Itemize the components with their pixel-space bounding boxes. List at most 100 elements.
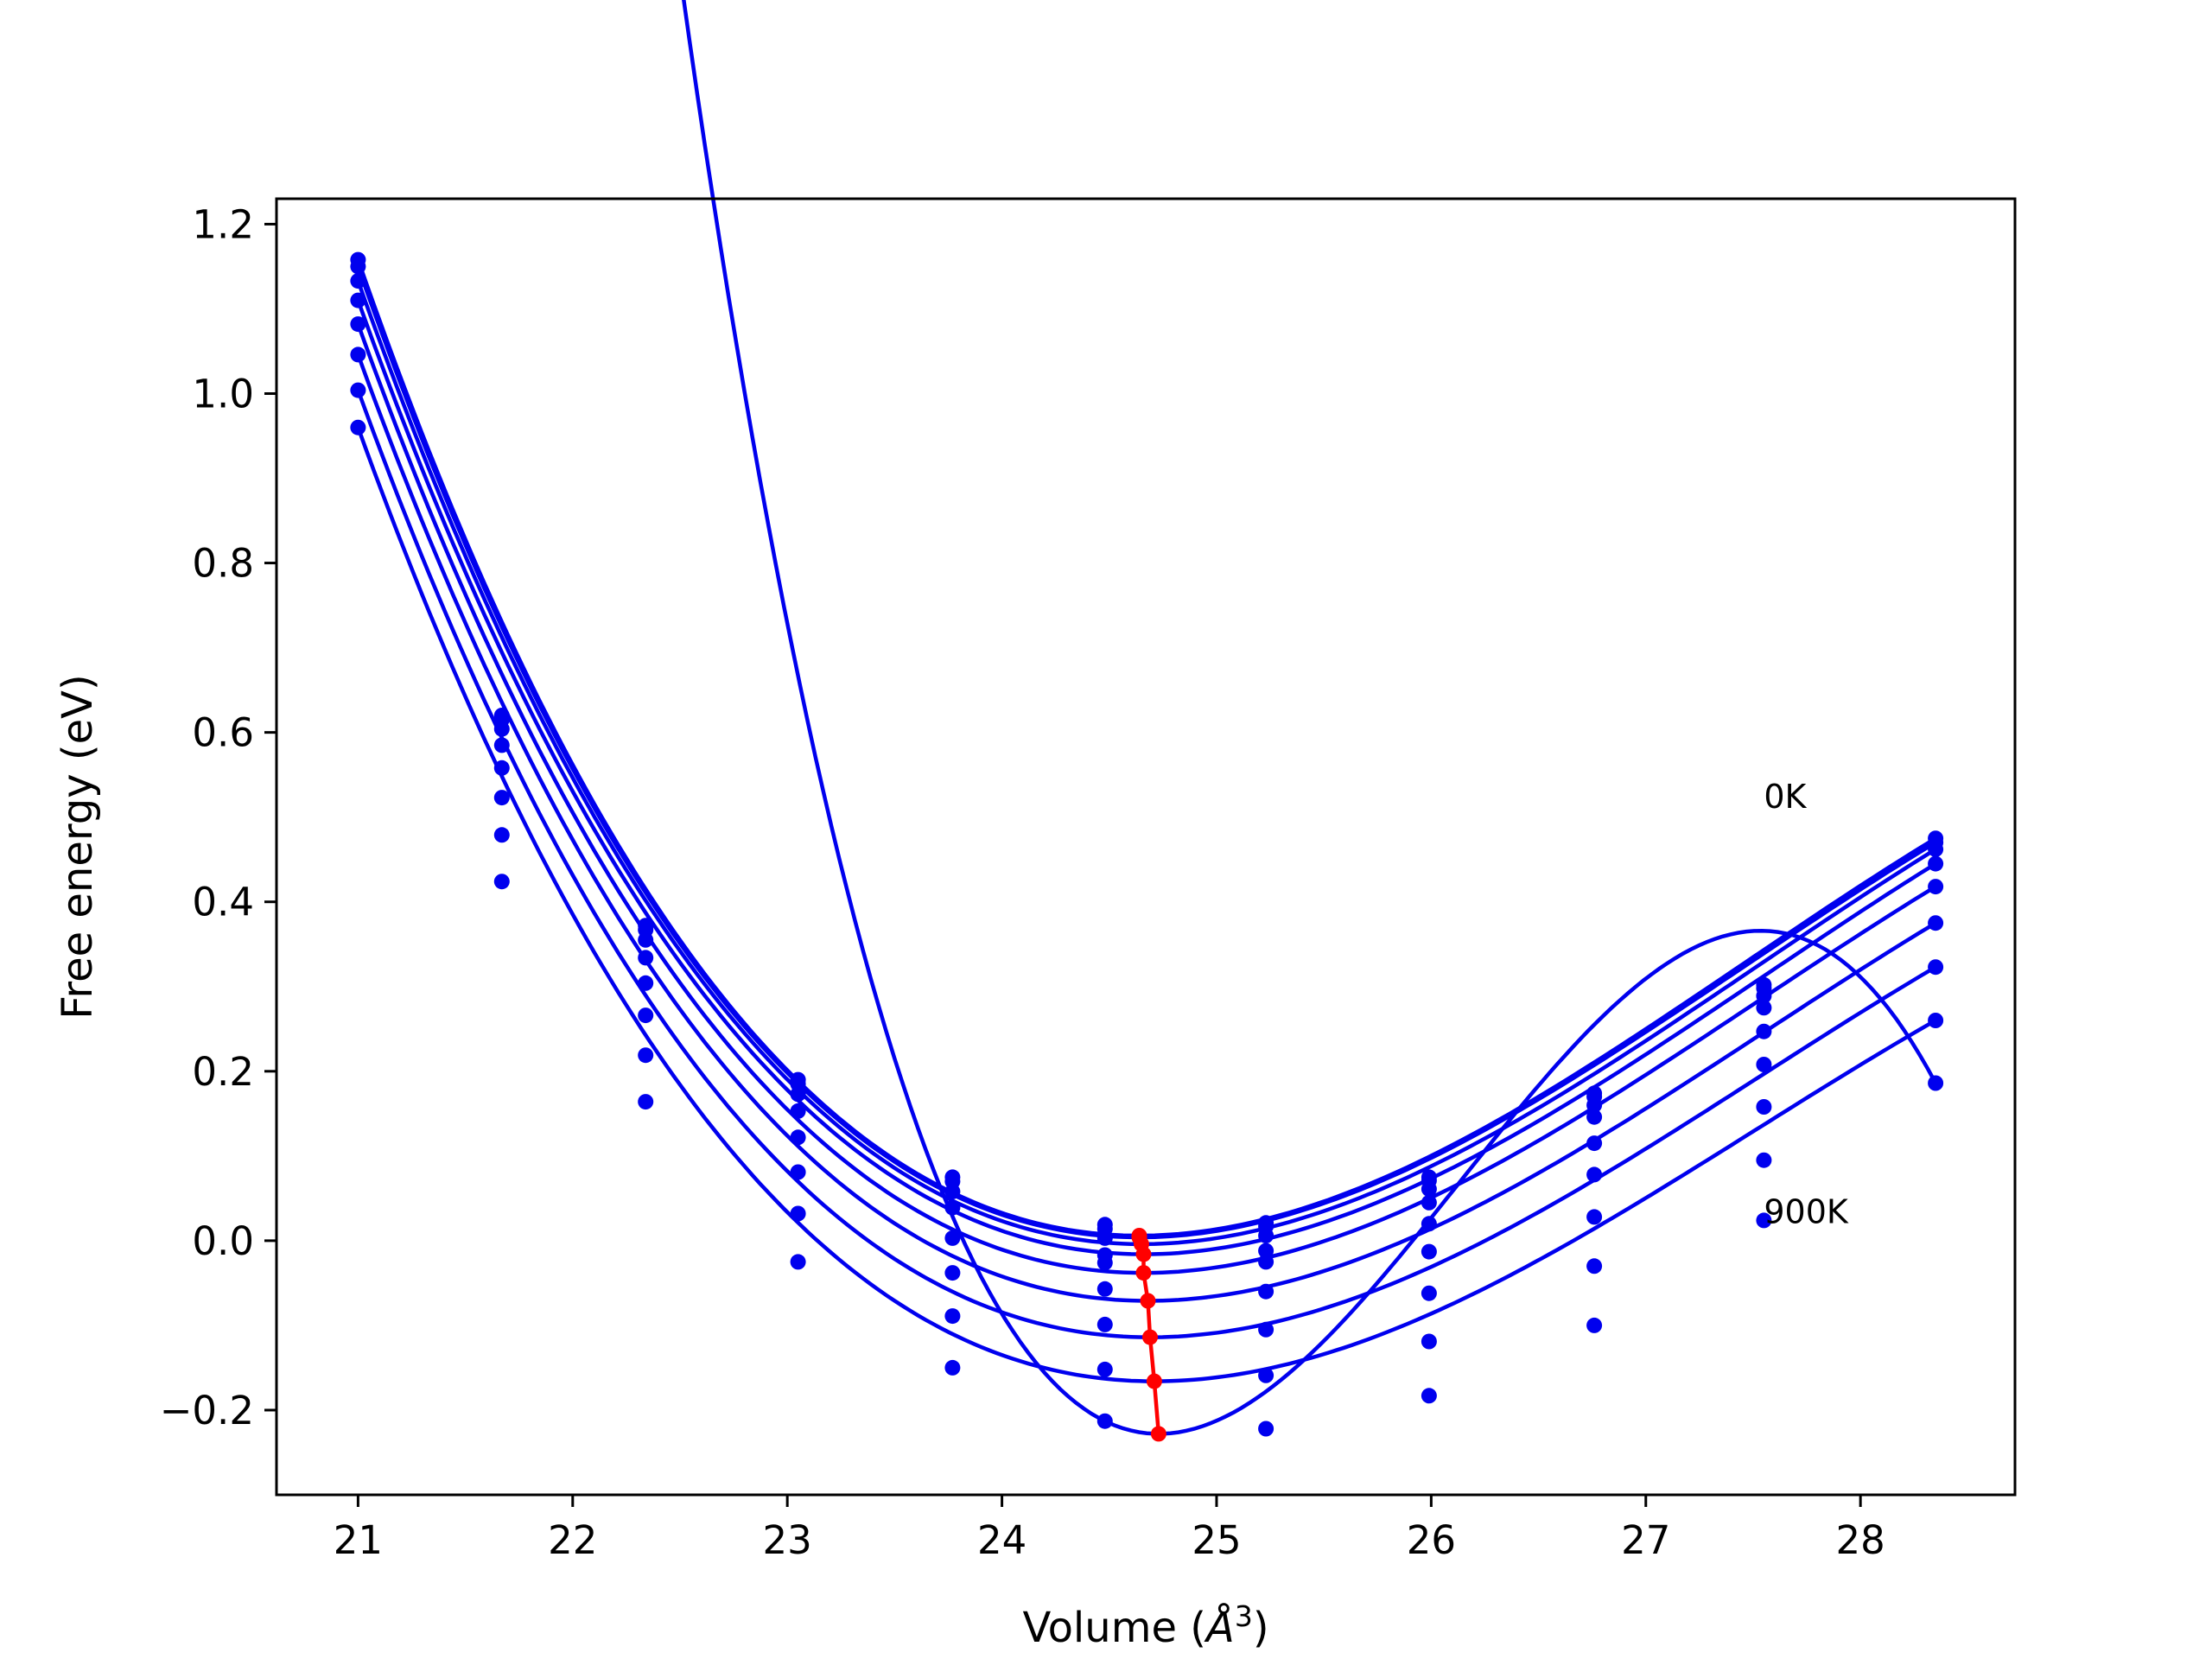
data-point bbox=[1421, 1243, 1437, 1260]
data-point bbox=[1421, 1181, 1437, 1198]
data-point bbox=[1096, 1230, 1113, 1246]
data-point bbox=[493, 721, 510, 737]
y-tick-label: 1.2 bbox=[192, 201, 254, 247]
x-tick-label: 26 bbox=[1407, 1517, 1456, 1563]
data-point bbox=[1258, 1243, 1274, 1259]
data-point bbox=[1756, 1057, 1772, 1072]
data-point bbox=[1586, 1109, 1603, 1125]
data-point bbox=[350, 292, 366, 308]
data-point bbox=[1928, 1075, 1944, 1091]
temperature-annotation: 0K bbox=[1764, 778, 1807, 816]
data-point bbox=[790, 1254, 806, 1270]
data-point bbox=[1258, 1283, 1274, 1300]
data-point bbox=[1756, 1023, 1772, 1039]
data-point bbox=[1928, 959, 1944, 976]
data-point bbox=[638, 1047, 654, 1064]
x-axis-title-unit: Å bbox=[1204, 1603, 1235, 1652]
minimum-line-group bbox=[1131, 1228, 1166, 1442]
y-tick-label: 1.0 bbox=[192, 371, 254, 416]
minimum-point bbox=[1150, 1426, 1166, 1442]
data-point bbox=[1928, 841, 1944, 857]
data-point bbox=[1586, 1135, 1603, 1152]
x-tick-label: 21 bbox=[334, 1517, 383, 1563]
data-point bbox=[1096, 1413, 1113, 1429]
data-point bbox=[944, 1359, 961, 1376]
data-point bbox=[1756, 1152, 1772, 1168]
x-axis-ticks: 21 22 23 24 25 26 27 28 bbox=[334, 1495, 1885, 1563]
data-point bbox=[493, 827, 510, 843]
minimum-point bbox=[1135, 1265, 1152, 1281]
data-point bbox=[790, 1129, 806, 1146]
data-point bbox=[350, 273, 366, 289]
x-tick-label: 22 bbox=[548, 1517, 597, 1563]
plot-frame bbox=[275, 197, 2017, 1497]
data-point bbox=[1258, 1367, 1274, 1383]
x-axis-title-main: Volume ( bbox=[1022, 1604, 1206, 1652]
data-point bbox=[350, 316, 366, 333]
data-point bbox=[1258, 1321, 1274, 1338]
x-axis-title: Volume (Å3) bbox=[1022, 1599, 1268, 1652]
data-point bbox=[493, 737, 510, 753]
y-tick-label: 0.8 bbox=[192, 541, 254, 587]
minimum-point bbox=[1135, 1246, 1152, 1262]
x-tick-label: 27 bbox=[1621, 1517, 1670, 1563]
data-points bbox=[350, 251, 1944, 1437]
data-point bbox=[1421, 1194, 1437, 1211]
data-point bbox=[1756, 1212, 1772, 1229]
data-point bbox=[638, 950, 654, 966]
data-point bbox=[493, 790, 510, 806]
y-tick-label: 0.4 bbox=[192, 880, 254, 925]
data-point bbox=[1756, 1000, 1772, 1016]
data-point bbox=[1928, 879, 1944, 895]
data-point bbox=[1586, 1209, 1603, 1225]
data-point bbox=[493, 874, 510, 890]
data-point bbox=[790, 1086, 806, 1103]
x-axis-title-exponent: 3 bbox=[1235, 1599, 1253, 1633]
data-point bbox=[1421, 1285, 1437, 1301]
data-point bbox=[944, 1184, 961, 1199]
data-point bbox=[1928, 855, 1944, 872]
data-point bbox=[1928, 1013, 1944, 1028]
y-axis-ticks: −0.2 0.0 0.2 0.4 0.6 0.8 1.0 1.2 bbox=[160, 201, 276, 1433]
data-point bbox=[944, 1265, 961, 1281]
fit-curve-800k bbox=[682, 0, 1938, 1436]
data-point bbox=[638, 1007, 654, 1024]
data-point bbox=[944, 1308, 961, 1325]
x-tick-label: 28 bbox=[1836, 1517, 1885, 1563]
minimum-point bbox=[1140, 1293, 1156, 1309]
y-tick-label: 0.2 bbox=[192, 1049, 254, 1095]
data-point bbox=[1928, 915, 1944, 931]
data-point bbox=[1258, 1228, 1274, 1243]
data-point bbox=[790, 1164, 806, 1180]
y-tick-label: 0.0 bbox=[192, 1218, 254, 1264]
data-point bbox=[1586, 1166, 1603, 1183]
data-point bbox=[1096, 1281, 1113, 1297]
data-point bbox=[1421, 1333, 1437, 1350]
y-axis-title: Free energy (eV) bbox=[54, 674, 102, 1019]
data-point bbox=[790, 1103, 806, 1119]
x-tick-label: 25 bbox=[1192, 1517, 1241, 1563]
data-point bbox=[944, 1199, 961, 1216]
data-point bbox=[638, 1094, 654, 1110]
data-point bbox=[790, 1205, 806, 1222]
temperature-annotation: 900K bbox=[1764, 1193, 1849, 1231]
data-point bbox=[1421, 1216, 1437, 1232]
data-point bbox=[1421, 1388, 1437, 1404]
x-tick-label: 23 bbox=[763, 1517, 812, 1563]
data-point bbox=[1096, 1255, 1113, 1271]
data-point bbox=[350, 382, 366, 398]
y-tick-label: −0.2 bbox=[160, 1388, 254, 1433]
data-point bbox=[1756, 988, 1772, 1004]
data-point bbox=[638, 975, 654, 991]
annotations: 0K 900K bbox=[1764, 778, 1849, 1230]
minimum-point bbox=[1142, 1329, 1158, 1345]
data-point bbox=[1096, 1361, 1113, 1377]
data-point bbox=[1756, 1099, 1772, 1115]
data-point bbox=[1586, 1317, 1603, 1333]
data-point bbox=[638, 931, 654, 948]
data-point bbox=[1258, 1254, 1274, 1270]
data-point bbox=[1586, 1097, 1603, 1113]
data-point bbox=[350, 419, 366, 435]
